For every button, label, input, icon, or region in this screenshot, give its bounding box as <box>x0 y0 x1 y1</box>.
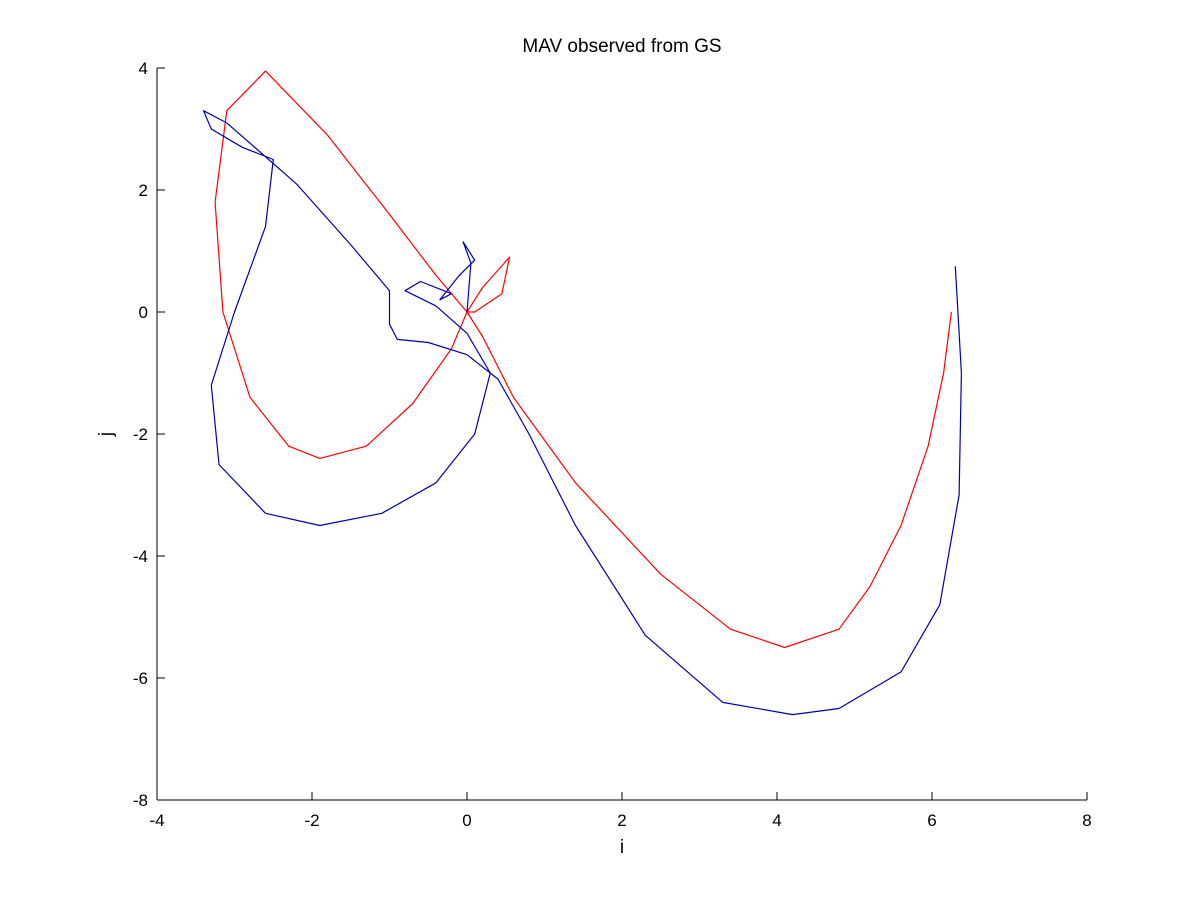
y-tick-label: 0 <box>139 303 148 322</box>
x-tick-label: 2 <box>617 811 626 830</box>
x-tick-label: 8 <box>1082 811 1091 830</box>
y-tick-label: 2 <box>139 181 148 200</box>
x-tick-label: -2 <box>304 811 319 830</box>
series-line-2 <box>202 110 962 716</box>
y-tick-label: -2 <box>133 425 148 444</box>
tick-layer: -4 -2 0 2 4 6 8 -8 -6 -4 -2 0 2 4 <box>133 59 1092 830</box>
y-tick-label: -4 <box>133 547 148 566</box>
y-tick-label: 4 <box>139 59 148 78</box>
y-tick-label: -8 <box>133 791 148 810</box>
series-line-1 <box>214 70 952 649</box>
chart-title: MAV observed from GS <box>522 36 721 57</box>
x-tick-label: 0 <box>462 811 471 830</box>
x-tick-label: 6 <box>927 811 936 830</box>
x-tick-label: -4 <box>149 811 164 830</box>
x-tick-label: 4 <box>772 811 781 830</box>
plot-area <box>157 68 1087 800</box>
series-layer <box>202 70 962 716</box>
x-axis-label: i <box>620 837 624 858</box>
y-axis-label: j <box>96 432 117 437</box>
y-tick-label: -6 <box>133 669 148 688</box>
